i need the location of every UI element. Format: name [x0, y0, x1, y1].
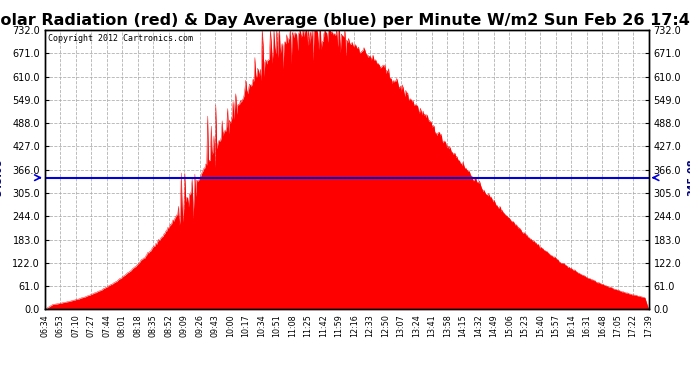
Text: 345.08: 345.08: [0, 159, 4, 196]
Text: 345.08: 345.08: [688, 159, 690, 196]
Text: Solar Radiation (red) & Day Average (blue) per Minute W/m2 Sun Feb 26 17:41: Solar Radiation (red) & Day Average (blu…: [0, 13, 690, 28]
Text: Copyright 2012 Cartronics.com: Copyright 2012 Cartronics.com: [48, 34, 193, 43]
